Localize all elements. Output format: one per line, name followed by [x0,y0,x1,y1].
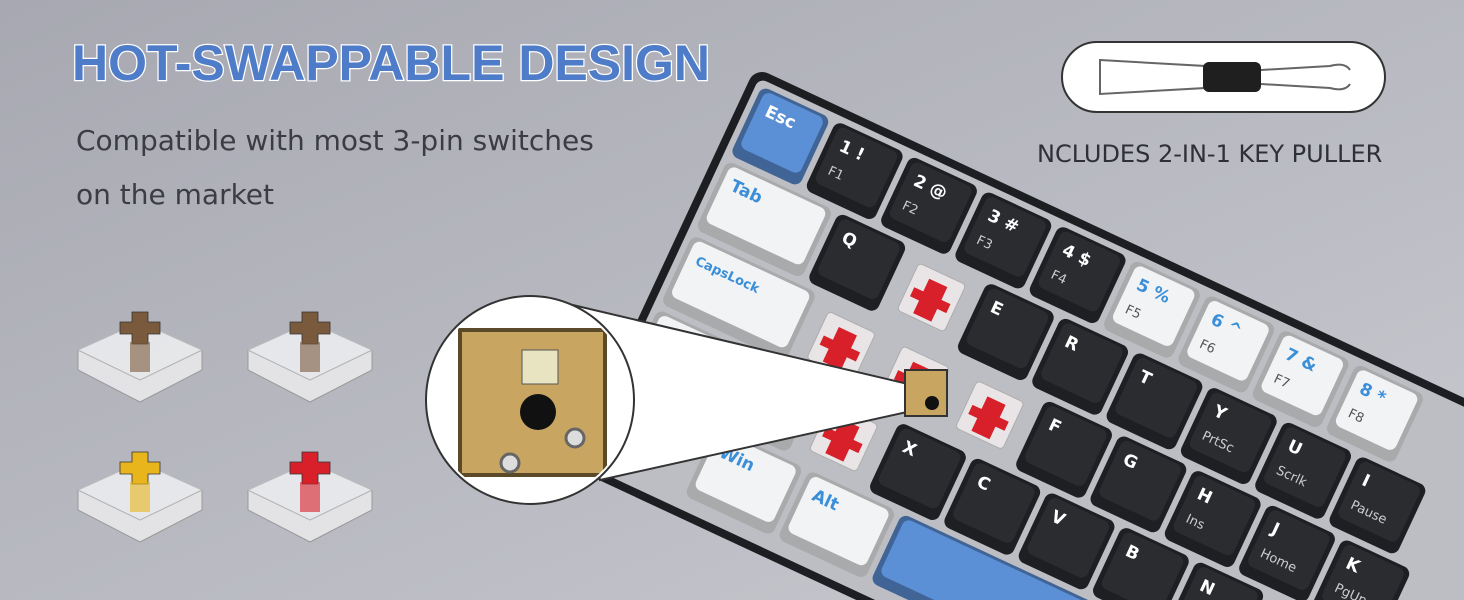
key-cap [1173,475,1256,556]
key-cap [964,197,1046,277]
key-cap [672,241,810,348]
key-cap [818,219,900,299]
key-cap [706,167,826,265]
key-cap [1115,358,1197,438]
key-cap [815,127,898,208]
key-cap [1322,544,1404,600]
socket-hole [520,394,556,430]
key-cap [889,162,972,242]
socket-hole [925,396,939,410]
key-fn: F7 [1271,372,1292,392]
key-cap [1101,532,1184,600]
key-cap [741,93,823,173]
key-cap [1335,370,1418,450]
led [521,349,559,385]
key-cap [1099,441,1181,521]
switch-leaf [300,482,320,512]
switch-stem [910,278,951,322]
switch-leaf [130,482,150,512]
key-cap [1261,335,1343,416]
key-fn: F4 [1048,268,1069,288]
key-cap [1027,498,1109,578]
subtitle: on the market [76,178,274,211]
puller-caption: NCLUDES 2-IN-1 KEY PULLER [1037,140,1382,168]
title: HOT-SWAPPABLE DESIGN [72,35,710,91]
key-cap [1176,567,1258,600]
key-fn: F1 [825,164,846,184]
socket-closeup [458,328,607,477]
key-cap [953,463,1035,543]
key-fn: F8 [1346,406,1367,426]
key-cap [1264,427,1346,507]
puller-grip [1203,62,1261,92]
switches [76,311,374,543]
puller-wire [1260,63,1351,91]
key-cap [881,520,1354,600]
key-cap [966,288,1049,369]
key-fn: F5 [1123,302,1144,322]
socket-pin [564,427,586,449]
key-cap [1025,406,1107,486]
key-cap [788,477,889,566]
key-fn: F3 [974,233,995,253]
key-cap [1041,323,1123,403]
key-cap [695,433,796,522]
key-fn: F6 [1197,337,1218,357]
key-cap [1038,231,1121,312]
subtitle: Compatible with most 3-pin switches [76,124,594,157]
socket-pin [499,452,521,474]
key-fn: F2 [900,198,921,218]
switch-leaf [300,342,320,372]
switch-stem [968,396,1009,440]
switch-stem [822,418,863,462]
key-cap [1248,510,1330,590]
key-cap [1189,392,1272,473]
key-fn: Ins [1183,512,1207,534]
socket-small [904,369,948,417]
key-cap [1338,462,1420,542]
key-cap [878,428,961,509]
switch-stem [819,327,861,370]
key-cap [1112,266,1195,346]
switch-leaf [130,342,150,372]
key-cap [1187,301,1269,381]
